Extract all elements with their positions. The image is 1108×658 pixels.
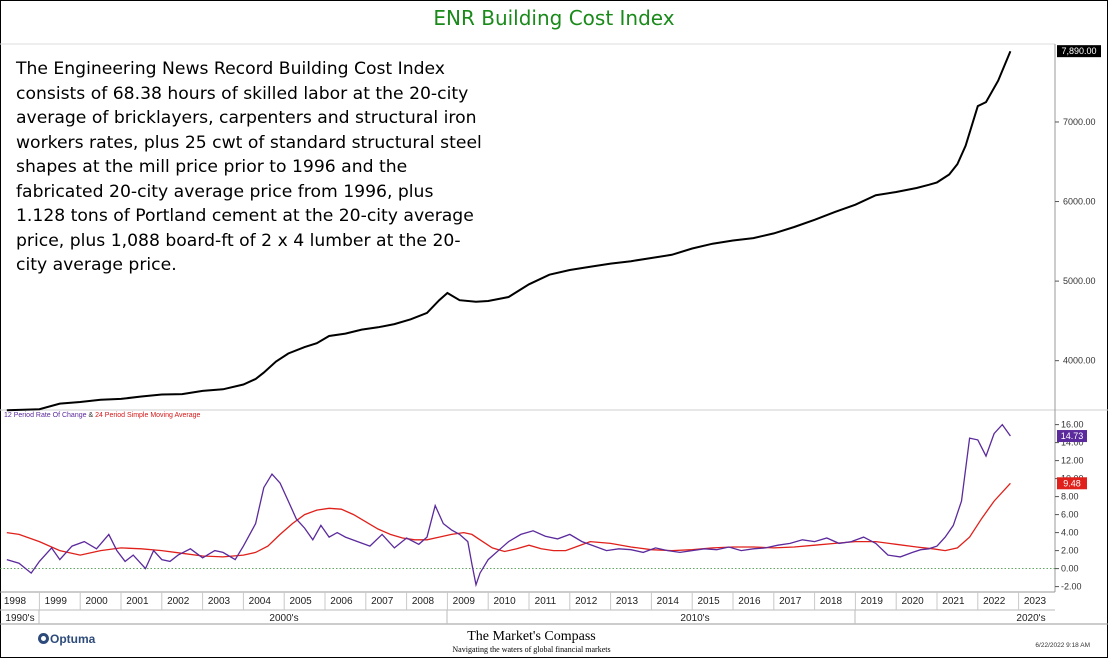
decade-label: 2010's	[680, 613, 709, 624]
year-label: 1999	[45, 596, 68, 607]
year-label: 2022	[983, 596, 1006, 607]
sma-value-label: 9.48	[1063, 478, 1081, 488]
ind-y-tick-label: 8.00	[1061, 492, 1079, 502]
timestamp: 6/22/2022 9:18 AM	[1035, 642, 1090, 649]
legend-sma: 24 Period Simple Moving Average	[95, 412, 201, 419]
ind-y-tick-label: -2.00	[1061, 582, 1082, 592]
year-label: 2021	[942, 596, 965, 607]
year-label: 1998	[4, 596, 27, 607]
year-label: 2005	[289, 596, 312, 607]
price-y-tick-label: 5000.00	[1063, 276, 1096, 286]
year-label: 2015	[697, 596, 720, 607]
year-label: 2006	[330, 596, 353, 607]
ind-y-tick-label: 16.00	[1061, 420, 1084, 430]
last-value-badge	[1057, 45, 1101, 58]
year-label: 2017	[779, 596, 802, 607]
decade-label: 2000's	[269, 613, 298, 624]
ind-y-tick-label: 12.00	[1061, 456, 1084, 466]
year-label: 2012	[575, 596, 598, 607]
last-value-label: 7,890.00	[1061, 46, 1096, 56]
brand-name: The Market's Compass	[467, 629, 596, 644]
year-label: 2019	[861, 596, 884, 607]
year-label: 2009	[453, 596, 476, 607]
optuma-logo: Optuma	[38, 632, 95, 646]
ind-y-tick-label: 6.00	[1061, 510, 1079, 520]
roc-line	[6, 423, 1011, 588]
roc-badge	[1057, 430, 1087, 443]
price-y-tick-label: 6000.00	[1063, 197, 1096, 207]
price-panel: 4000.00 5000.00 6000.00 7000.00 7,890.00	[0, 43, 1108, 592]
decade-label: 1990's	[5, 613, 34, 624]
year-label: 2011	[535, 596, 557, 607]
ind-y-tick-label: 0.00	[1061, 564, 1079, 574]
chart-title: ENR Building Cost Index	[433, 6, 675, 30]
year-label: 2004	[249, 596, 272, 607]
price-y-tick-label: 4000.00	[1063, 356, 1096, 366]
year-label: 2000	[85, 596, 108, 607]
year-label: 2007	[371, 596, 394, 607]
price-y-tick-label: 7000.00	[1063, 117, 1096, 127]
year-label: 2013	[616, 596, 639, 607]
year-label: 2016	[738, 596, 761, 607]
year-label: 2020	[901, 596, 924, 607]
sma-line	[6, 482, 1011, 558]
indicator-legend: 12 Period Rate Of Change & 24 Period Sim…	[4, 412, 200, 419]
description-text: The Engineering News Record Building Cos…	[16, 59, 482, 275]
price-line	[6, 50, 1012, 412]
ind-y-tick-label: 4.00	[1061, 528, 1079, 538]
sma-badge	[1057, 477, 1087, 490]
year-label: 2010	[493, 596, 516, 607]
year-label: 2001	[126, 596, 149, 607]
brand-tagline: Navigating the waters of global financia…	[452, 645, 611, 654]
optuma-label: Optuma	[50, 632, 96, 646]
year-label: 2018	[820, 596, 843, 607]
year-label: 2008	[412, 596, 435, 607]
optuma-icon	[38, 633, 49, 644]
year-label: 2023	[1024, 596, 1047, 607]
ind-y-tick-label: 2.00	[1061, 546, 1079, 556]
year-label: 2003	[208, 596, 231, 607]
legend-roc: 12 Period Rate Of Change	[4, 412, 87, 419]
indicator-panel: -2.000.002.004.006.008.0010.0012.0014.00…	[0, 420, 1087, 592]
ind-y-tick-label: 14.00	[1061, 438, 1084, 448]
year-label: 2014	[657, 596, 680, 607]
roc-value-label: 14.73	[1061, 431, 1084, 441]
x-axis: 1998 1999 2000 2001 2002 2003 2004 2005 2006 2007…	[0, 591, 1108, 625]
legend-amp: &	[86, 412, 96, 419]
decade-label: 2020's	[1016, 613, 1045, 624]
year-label: 2002	[167, 596, 190, 607]
